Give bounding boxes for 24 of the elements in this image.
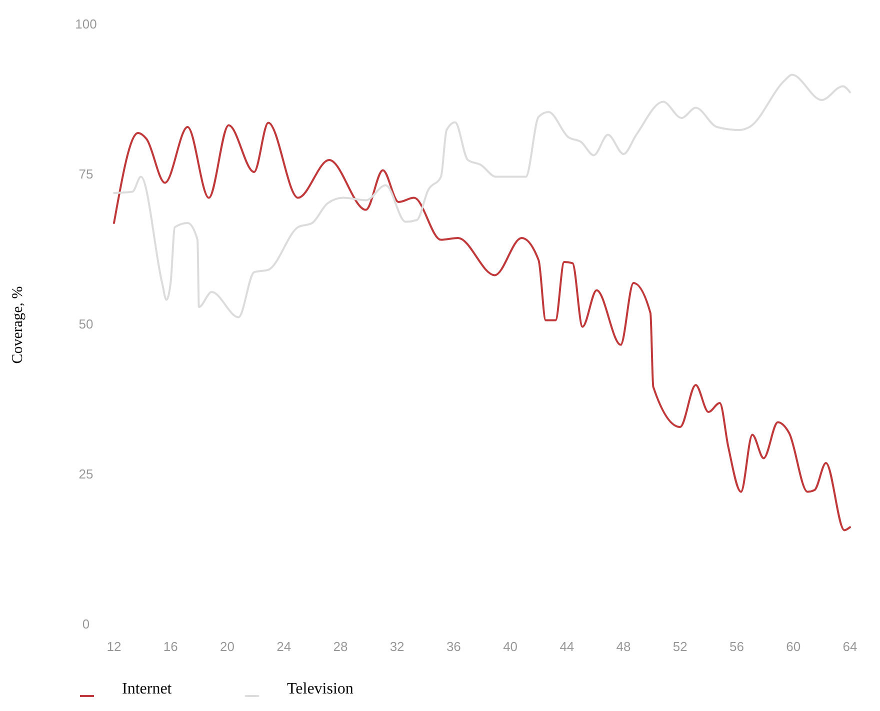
legend-label: Television: [287, 680, 354, 698]
x-tick-label: 16: [163, 639, 178, 654]
line-series: [113, 74, 851, 318]
y-tick-label: 0: [82, 616, 90, 632]
line-series: [113, 122, 851, 532]
x-tick-label: 44: [560, 639, 574, 654]
x-tick-label: 64: [842, 639, 858, 654]
x-tick-label: 12: [106, 639, 122, 654]
x-tick-label: 40: [503, 639, 518, 654]
legend-label: Internet: [122, 680, 172, 698]
x-tick-label: 60: [786, 639, 801, 654]
x-tick-label: 36: [446, 639, 461, 654]
x-tick-label: 28: [333, 639, 348, 654]
x-tick-label: 24: [276, 639, 292, 654]
y-axis-title: Coverage, %: [10, 286, 26, 364]
y-tick-label: 25: [78, 466, 94, 482]
y-tick-label: 50: [78, 316, 94, 332]
x-tick-label: 52: [672, 639, 688, 654]
x-tick-label: 20: [220, 639, 234, 654]
x-tick-label: 32: [390, 639, 404, 654]
y-tick-label: 100: [75, 16, 97, 32]
x-tick-label: 56: [730, 639, 744, 654]
y-tick-label: 75: [78, 166, 94, 182]
x-tick-label: 48: [616, 639, 631, 654]
